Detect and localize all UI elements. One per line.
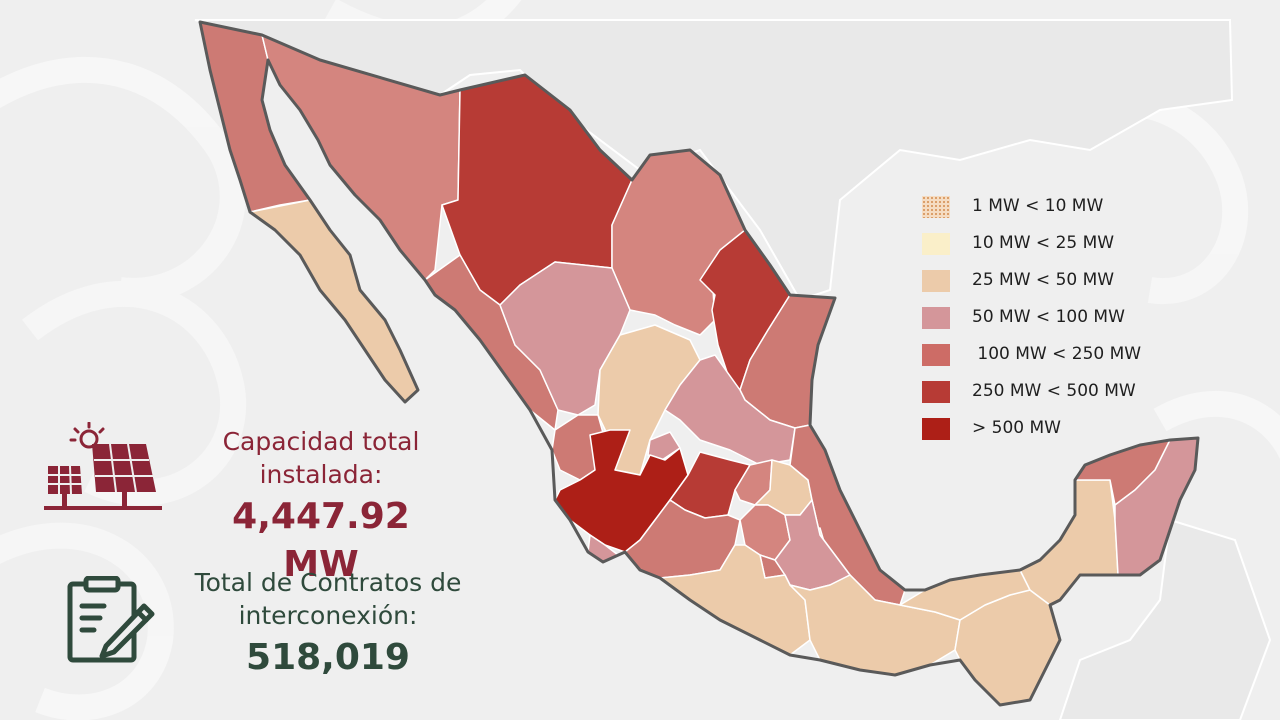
- contracts-value: 518,019: [246, 637, 410, 678]
- capacity-title-line1: Capacidad total: [222, 427, 420, 456]
- legend-item: 250 MW < 500 MW: [922, 377, 1182, 414]
- legend-swatch: [922, 233, 950, 255]
- legend-label: 50 MW < 100 MW: [972, 307, 1125, 327]
- legend-swatch: [922, 307, 950, 329]
- legend-label: 100 MW < 250 MW: [972, 344, 1142, 364]
- legend-item: 1 MW < 10 MW: [922, 192, 1182, 229]
- state-aguascalientes: [647, 431, 681, 461]
- legend-swatch: [922, 418, 950, 440]
- contracts-title-line2: interconexión:: [238, 601, 418, 630]
- legend-label: 1 MW < 10 MW: [972, 196, 1104, 216]
- legend-item: 100 MW < 250 MW: [922, 340, 1182, 377]
- legend-item: 50 MW < 100 MW: [922, 303, 1182, 340]
- legend-swatch: [922, 344, 950, 366]
- legend-swatch: [922, 270, 950, 292]
- legend-swatch: [922, 196, 950, 218]
- legend-swatch: [922, 381, 950, 403]
- map-states: [199, 21, 1199, 706]
- capacity-stat: Capacidad total instalada: 4,447.92 MW: [206, 425, 436, 589]
- legend-item: 25 MW < 50 MW: [922, 266, 1182, 303]
- capacity-title-line2: instalada:: [259, 460, 383, 489]
- map-legend: 1 MW < 10 MW 10 MW < 25 MW 25 MW < 50 MW…: [922, 192, 1182, 451]
- legend-label: 10 MW < 25 MW: [972, 233, 1115, 253]
- state-campeche: [1019, 479, 1119, 606]
- contract-document-icon: [67, 576, 155, 663]
- legend-label: > 500 MW: [972, 418, 1061, 438]
- legend-item: > 500 MW: [922, 414, 1182, 451]
- legend-label: 250 MW < 500 MW: [972, 381, 1136, 401]
- solar-panel-icon: [44, 422, 162, 510]
- contracts-stat: Total de Contratos de interconexión: 518…: [178, 566, 478, 682]
- contracts-title-line1: Total de Contratos de: [194, 568, 462, 597]
- legend-item: 10 MW < 25 MW: [922, 229, 1182, 266]
- legend-label: 25 MW < 50 MW: [972, 270, 1115, 290]
- country-outline: [198, 20, 1200, 707]
- capacity-value: 4,447.92 MW: [232, 496, 410, 585]
